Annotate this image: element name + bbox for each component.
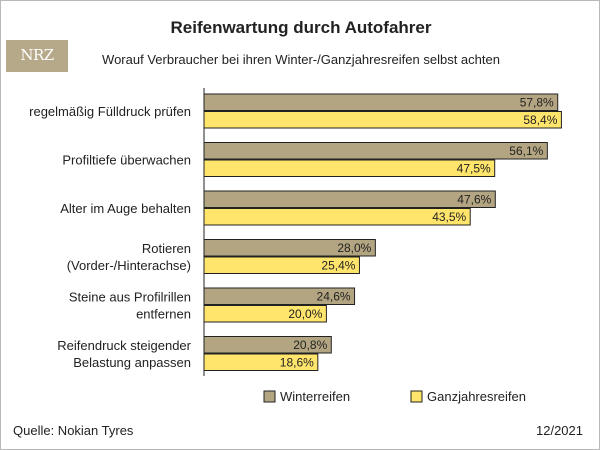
category-label: Profiltiefe überwachen <box>62 153 191 168</box>
category-label: (Vorder-/Hinterachse) <box>67 258 191 273</box>
data-label: 56,1% <box>509 144 543 158</box>
category-label: entfernen <box>136 307 191 322</box>
bar-ganzjahresreifen <box>203 159 496 177</box>
data-label: 20,8% <box>293 338 327 352</box>
bar-winterreifen <box>203 142 548 160</box>
date-note: 12/2021 <box>536 423 583 438</box>
category-label: Steine aus Profilrillen <box>69 290 191 305</box>
category-label: Alter im Auge behalten <box>60 201 191 216</box>
data-label: 28,0% <box>337 241 371 255</box>
legend-label: Ganzjahresreifen <box>427 389 526 404</box>
data-label: 47,6% <box>457 193 491 207</box>
bar-ganzjahresreifen <box>203 208 471 226</box>
legend-swatch <box>263 390 276 403</box>
chart-subtitle: Worauf Verbraucher bei ihren Winter-/Gan… <box>102 52 500 67</box>
data-label: 43,5% <box>432 210 466 224</box>
data-label: 25,4% <box>321 259 355 273</box>
chart-title: Reifenwartung durch Autofahrer <box>170 18 432 37</box>
bar-winterreifen <box>203 93 559 111</box>
legend-swatch <box>410 390 423 403</box>
data-label: 18,6% <box>280 356 314 370</box>
bar-ganzjahresreifen <box>203 111 562 129</box>
logo-text: NRZ <box>20 46 54 64</box>
bar-winterreifen <box>203 190 496 208</box>
data-label: 58,4% <box>523 113 557 127</box>
category-label: Belastung anpassen <box>73 355 191 370</box>
source-note: Quelle: Nokian Tyres <box>13 423 134 438</box>
data-label: 57,8% <box>520 96 554 110</box>
category-label: regelmäßig Fülldruck prüfen <box>29 104 191 119</box>
data-label: 20,0% <box>288 307 322 321</box>
data-label: 24,6% <box>317 290 351 304</box>
data-label: 47,5% <box>457 162 491 176</box>
category-label: Reifendruck steigender <box>57 338 191 353</box>
category-label: Rotieren <box>142 241 191 256</box>
logo: NRZ <box>6 40 68 72</box>
legend-label: Winterreifen <box>280 389 350 404</box>
